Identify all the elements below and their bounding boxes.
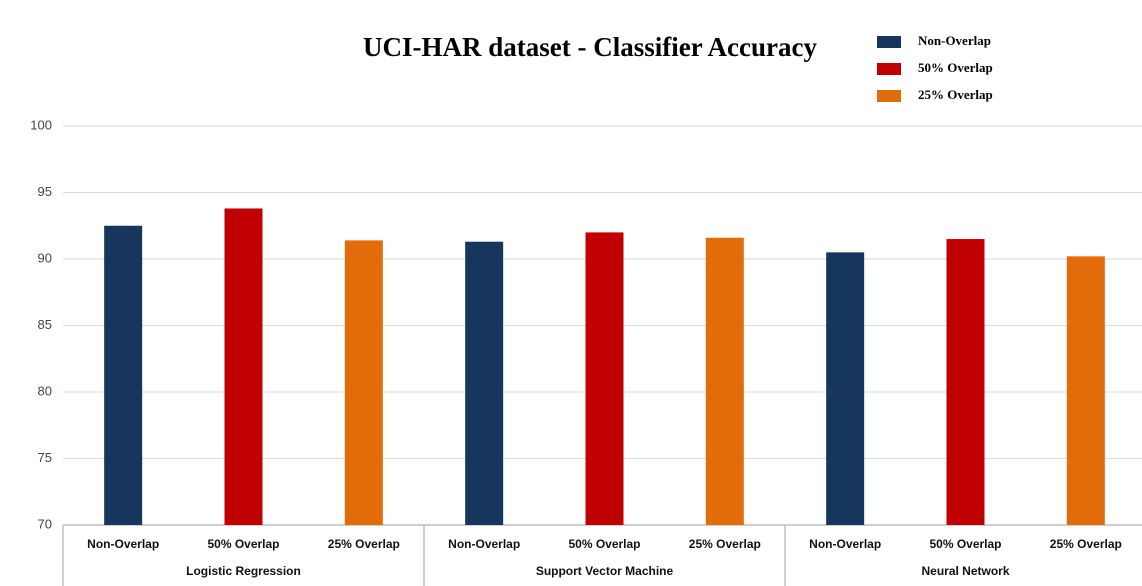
bar [826,252,865,525]
bar [585,232,624,525]
x-tick-label: Non-Overlap [87,537,159,551]
x-tick-label: 25% Overlap [1050,537,1122,551]
x-tick-label: 50% Overlap [207,537,279,551]
x-tick-label: 25% Overlap [328,537,400,551]
x-tick-label: 25% Overlap [689,537,761,551]
legend-label: 25% Overlap [918,87,993,102]
chart-title: UCI-HAR dataset - Classifier Accuracy [363,32,817,62]
bar [344,240,383,525]
y-tick-label: 100 [30,117,52,132]
y-tick-label: 95 [38,184,52,199]
y-tick-label: 75 [38,450,52,465]
x-tick-label: 50% Overlap [568,537,640,551]
y-tick-label: 85 [38,317,52,332]
legend-label: Non-Overlap [918,33,991,48]
legend-swatch [877,63,901,75]
y-tick-label: 70 [38,516,52,531]
bar [465,241,504,525]
x-tick-label: 50% Overlap [929,537,1001,551]
group-label: Support Vector Machine [536,564,674,578]
bar [946,239,985,526]
legend-swatch [877,90,901,102]
legend-label: 50% Overlap [918,60,993,75]
x-tick-label: Non-Overlap [809,537,881,551]
bar [705,237,744,525]
bar [104,225,143,525]
group-label: Neural Network [921,564,1009,578]
group-label: Logistic Regression [186,564,301,578]
y-tick-label: 90 [38,250,52,265]
y-tick-label: 80 [38,383,52,398]
x-tick-label: Non-Overlap [448,537,520,551]
legend-swatch [877,36,901,48]
bar [1066,256,1105,525]
bar [224,208,263,525]
